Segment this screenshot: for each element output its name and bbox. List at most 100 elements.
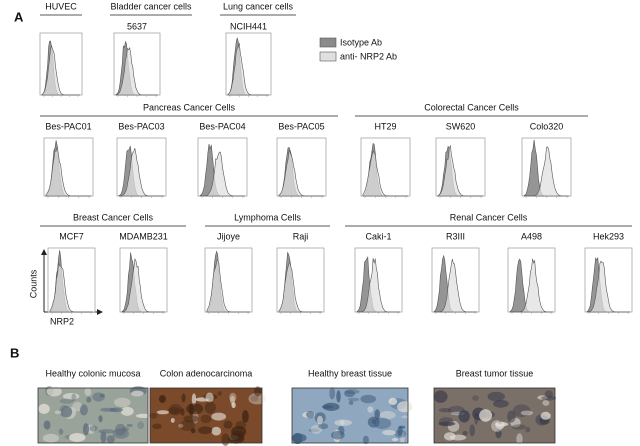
tissue-texture — [169, 403, 183, 416]
tissue-texture — [379, 411, 396, 420]
tissue-texture — [114, 397, 131, 408]
image-frame — [433, 387, 556, 444]
histogram — [278, 149, 324, 197]
histogram — [357, 258, 400, 313]
tissue-texture — [458, 410, 470, 423]
tissue-texture — [211, 412, 227, 421]
tissue-texture — [230, 395, 235, 405]
tissue-texture — [79, 404, 88, 416]
tissue-texture — [537, 395, 548, 400]
tissue-texture — [360, 394, 377, 404]
cell-line-label: Raji — [293, 231, 309, 241]
histogram — [206, 258, 250, 313]
tissue-texture — [68, 433, 86, 442]
tissue-texture — [131, 390, 144, 397]
tissue-texture — [235, 421, 247, 430]
tissue-texture — [495, 422, 509, 427]
tissue-texture — [472, 395, 479, 401]
histogram — [434, 258, 477, 313]
cell-line-label: SW620 — [446, 121, 476, 131]
legend-label: anti- NRP2 Ab — [340, 51, 397, 61]
tissue-texture — [544, 390, 554, 399]
tissue-texture — [135, 413, 151, 418]
tissue-texture — [190, 428, 196, 434]
histogram — [45, 147, 91, 197]
tissue-texture — [512, 404, 531, 418]
tissue-texture — [438, 417, 454, 427]
tissue-texture — [54, 410, 62, 415]
tissue-texture — [82, 423, 90, 436]
group-title: HUVEC — [45, 1, 77, 11]
tissue-texture — [248, 393, 266, 405]
tissue-texture — [204, 401, 216, 414]
tissue-texture — [540, 411, 551, 420]
group-title: Bladder cancer cells — [110, 1, 192, 11]
tissue-texture — [181, 393, 186, 403]
group-title: Colorectal Cancer Cells — [424, 102, 519, 112]
tissue-texture — [507, 410, 516, 423]
legend-label: Isotype Ab — [340, 37, 382, 47]
tissue-texture — [493, 399, 509, 408]
tissue-texture — [462, 431, 468, 436]
image-caption: Healthy breast tissue — [308, 368, 392, 378]
tissue-texture — [152, 423, 162, 430]
tissue-texture — [374, 409, 381, 420]
tissue-texture — [367, 406, 374, 413]
histogram — [362, 150, 408, 197]
tissue-texture — [186, 403, 204, 415]
tissue-texture — [401, 415, 409, 419]
tissue-texture — [330, 430, 345, 440]
tissue-texture — [511, 424, 526, 430]
histogram — [49, 262, 93, 313]
tissue-texture — [344, 390, 356, 398]
tissue-texture — [100, 431, 107, 443]
histogram — [524, 146, 569, 197]
histogram — [510, 258, 553, 313]
tissue-texture — [308, 428, 320, 433]
tissue-texture — [397, 401, 413, 413]
tissue-texture — [106, 435, 115, 444]
tissue-texture — [469, 424, 476, 437]
tissue-texture — [397, 426, 403, 437]
tissue-texture — [479, 409, 493, 422]
tissue-texture — [250, 395, 259, 402]
tissue-image — [149, 386, 266, 446]
tissue-image — [291, 387, 413, 445]
tissue-texture — [525, 426, 531, 433]
cell-line-label: NCIH441 — [230, 21, 267, 31]
cell-line-label: MDAMB231 — [119, 231, 168, 241]
tissue-texture — [59, 398, 74, 404]
tissue-texture — [391, 438, 399, 442]
cell-line-label: Bes-PAC01 — [45, 121, 91, 131]
tissue-texture — [306, 411, 315, 419]
cell-line-label: Bes-PAC04 — [199, 121, 245, 131]
tissue-texture — [179, 420, 195, 431]
cell-line-label: R3III — [446, 231, 465, 241]
tissue-texture — [92, 392, 105, 402]
cell-line-label: Hek293 — [593, 231, 624, 241]
tissue-texture — [46, 386, 62, 397]
tissue-texture — [541, 395, 556, 401]
tissue-texture — [158, 395, 166, 403]
tissue-texture — [98, 415, 103, 423]
cell-line-label: Colo320 — [530, 121, 564, 131]
tissue-texture — [217, 391, 222, 396]
histogram — [227, 43, 269, 96]
cell-line-label: Jijoye — [217, 231, 240, 241]
tissue-texture — [126, 423, 133, 428]
tissue-texture — [38, 403, 50, 414]
tissue-texture — [449, 434, 467, 441]
legend-swatch — [319, 37, 337, 48]
tissue-texture — [178, 423, 184, 428]
tissue-texture — [223, 420, 233, 429]
tissue-texture — [170, 418, 175, 423]
histogram — [121, 258, 165, 313]
tissue-texture — [516, 433, 523, 445]
tissue-texture — [71, 393, 77, 402]
image-frame — [291, 387, 409, 444]
x-axis-label: NRP2 — [50, 316, 74, 326]
tissue-texture — [229, 392, 237, 402]
tissue-texture — [200, 414, 212, 424]
cell-line-label: HT29 — [374, 121, 396, 131]
